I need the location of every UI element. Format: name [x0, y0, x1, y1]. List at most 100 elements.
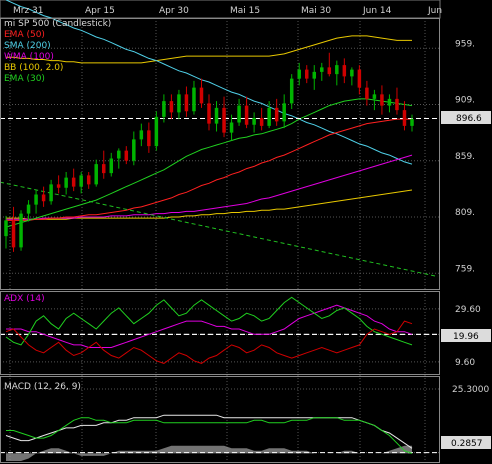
- adx-tick-label: 29.60: [455, 305, 481, 315]
- candle-body: [71, 177, 76, 187]
- chart-title: mi SP 500 (Candlestick): [4, 19, 111, 29]
- y-tick-label: 759.: [455, 264, 475, 274]
- candle-body: [199, 87, 204, 104]
- candle-body: [117, 150, 121, 159]
- x-tick-label: Mai 30: [301, 6, 331, 16]
- candle-body: [11, 220, 16, 248]
- adx-value-box: [441, 329, 491, 342]
- candle-body: [289, 78, 294, 104]
- candle-body: [169, 101, 174, 113]
- candle-body: [387, 98, 392, 106]
- y-tick-label: 809.: [455, 208, 475, 218]
- candle-body: [64, 177, 68, 188]
- y-tick-label: 959.: [455, 39, 475, 49]
- minus-di-line: [5, 320, 413, 364]
- candle-body: [357, 69, 362, 88]
- legend-ema50: EMA (50): [4, 30, 45, 40]
- candle-body: [252, 118, 256, 125]
- candle-body: [274, 107, 279, 122]
- candle-body: [177, 94, 181, 113]
- candle-body: [237, 105, 241, 123]
- candle-body: [41, 194, 46, 202]
- candle-body: [4, 220, 8, 237]
- candle-body: [94, 164, 98, 185]
- sma200-line: [5, 0, 413, 165]
- current-value-box: [441, 111, 491, 124]
- trend-line: [0, 181, 439, 278]
- legend-sma200: SMA (200): [4, 41, 51, 51]
- sub-panels: [0, 296, 440, 461]
- candle-body: [372, 94, 377, 99]
- x-tick-label: Apr 15: [85, 6, 115, 16]
- candle-body: [282, 103, 286, 122]
- candle-body: [124, 150, 129, 161]
- ema30-line: [5, 98, 413, 228]
- macd-histogram: [6, 445, 412, 461]
- macd-line: [5, 414, 413, 449]
- candle-body: [402, 110, 407, 126]
- plus-di-line: [5, 296, 413, 346]
- candle-body: [380, 94, 384, 106]
- candle-body: [26, 204, 31, 214]
- macd-signal-line: [6, 417, 413, 454]
- candle-body: [395, 98, 399, 111]
- candle-body: [147, 130, 151, 147]
- candle-series: [4, 52, 414, 252]
- x-tick-label: Apr 30: [159, 6, 189, 16]
- x-tick-label: Jun 14: [362, 6, 392, 16]
- candle-body: [259, 118, 264, 126]
- legend-wma100: WMA (100): [4, 52, 54, 62]
- wma100-line: [6, 154, 413, 220]
- candle-body: [222, 107, 226, 133]
- y-tick-label: 909.: [455, 96, 475, 106]
- x-tick-label: Mai 15: [230, 6, 260, 16]
- candle-body: [139, 130, 144, 140]
- grid-lines: [0, 18, 440, 462]
- x-tick-label: Jun: [427, 6, 442, 16]
- candle-body: [192, 87, 196, 112]
- adx-panel-border: [0, 291, 440, 375]
- indicator-overlays: [0, 0, 440, 278]
- candle-body: [365, 87, 369, 99]
- legend-bb: BB (100, 2.0): [4, 63, 63, 73]
- x-tick-label: Mrz 31: [13, 6, 44, 16]
- y-tick-label: 859.: [455, 152, 475, 162]
- macd-title: MACD (12, 26, 9): [4, 382, 81, 392]
- candle-body: [49, 184, 53, 202]
- candle-body: [101, 164, 106, 174]
- candle-body: [297, 69, 301, 79]
- bb-upper-line: [6, 35, 412, 64]
- candle-body: [327, 67, 332, 75]
- candle-body: [312, 71, 317, 79]
- candle-body: [79, 175, 83, 187]
- adx-title: ADX (14): [4, 294, 45, 304]
- candle-body: [244, 105, 249, 125]
- macd-value-box: [441, 436, 491, 449]
- axes: Mrz 31 Apr 15 Apr 30 Mai 15 Mai 30 Jun 14 Jun 9…: [13, 6, 489, 395]
- candle-body: [320, 67, 324, 72]
- candle-body: [214, 107, 219, 124]
- macd-value-label: 0.2857: [451, 439, 483, 449]
- candle-body: [335, 65, 339, 75]
- candle-body: [132, 139, 136, 161]
- candle-body: [154, 116, 159, 147]
- candle-body: [304, 69, 309, 79]
- candle-body: [350, 69, 354, 77]
- candle-body: [342, 65, 347, 77]
- candle-body: [267, 107, 271, 126]
- ema50-line: [6, 118, 412, 221]
- legend-ema30: EMA (30): [4, 74, 45, 84]
- candle-body: [19, 213, 23, 248]
- adx-value-label: 19.96: [453, 332, 479, 342]
- candle-body: [229, 122, 234, 133]
- adx-tick-label: 9.60: [455, 358, 475, 368]
- candle-body: [184, 94, 189, 112]
- macd-panel-border: [0, 376, 440, 463]
- current-value-label: 896.6: [456, 114, 482, 124]
- candle-body: [162, 101, 166, 117]
- candle-body: [56, 184, 61, 188]
- candle-body: [86, 175, 91, 185]
